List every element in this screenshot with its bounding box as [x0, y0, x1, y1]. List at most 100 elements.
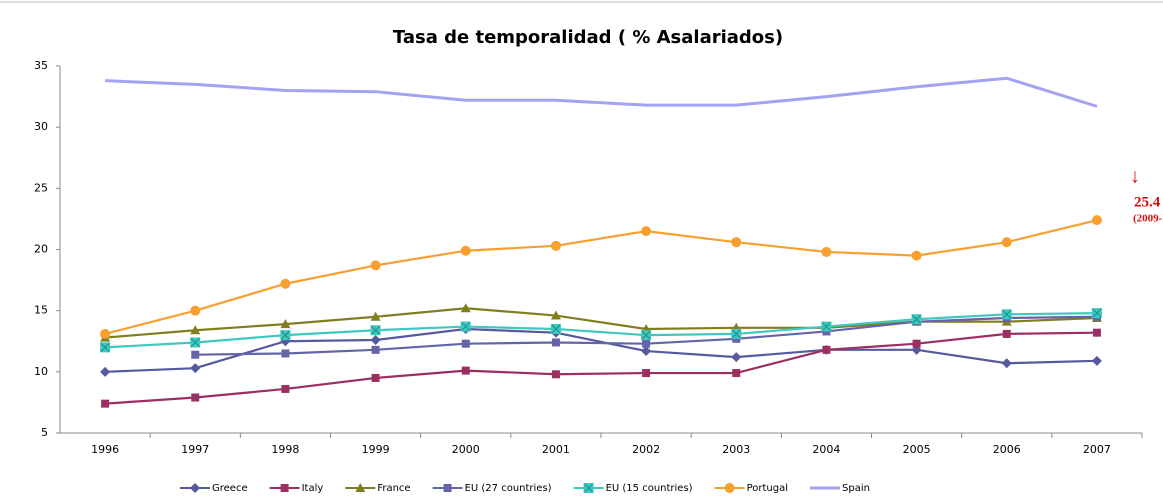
- point: [280, 319, 291, 329]
- y-tick-label: 10: [34, 365, 48, 378]
- x-tick-label: 2001: [542, 443, 570, 456]
- x-tick-label: 2005: [903, 443, 931, 456]
- point: [370, 260, 381, 271]
- series-line: [104, 219, 1098, 335]
- point: [191, 350, 200, 359]
- marker-cross: [731, 329, 741, 339]
- marker-cross: [551, 324, 561, 334]
- x-tick-label: 2004: [812, 443, 840, 456]
- point: [731, 328, 742, 339]
- point: [731, 237, 742, 248]
- point: [822, 345, 831, 354]
- point: [731, 352, 742, 363]
- x-tick-label: 2006: [993, 443, 1021, 456]
- series-line: [105, 331, 1097, 405]
- legend-label: Greece: [212, 483, 248, 494]
- point: [732, 369, 741, 378]
- point: [460, 321, 471, 332]
- y-tick-label: 20: [34, 243, 48, 256]
- point: [642, 369, 651, 378]
- point: [1001, 309, 1012, 320]
- x-tick-label: 2000: [452, 443, 480, 456]
- annotation-value: 25.4: [1134, 194, 1161, 210]
- point: [1092, 328, 1101, 337]
- y-tick-label: 5: [41, 426, 48, 439]
- marker-cross: [461, 322, 471, 331]
- point: [460, 303, 471, 313]
- point: [911, 314, 922, 325]
- point: [911, 250, 922, 261]
- point: [550, 310, 561, 320]
- legend-label: France: [377, 483, 410, 494]
- x-tick-label: 2003: [722, 443, 750, 456]
- marker-cross: [1002, 309, 1012, 319]
- point: [281, 349, 290, 358]
- legend-label: EU (15 countries): [606, 483, 693, 494]
- series-line: [105, 312, 1097, 349]
- point: [100, 328, 111, 339]
- point: [101, 399, 110, 408]
- point: [641, 330, 652, 341]
- point: [371, 373, 380, 382]
- point: [1091, 308, 1102, 319]
- y-tick-label: 30: [34, 120, 48, 133]
- point: [1001, 237, 1012, 248]
- annotation-period: (2009-I: [1133, 213, 1163, 225]
- point: [641, 226, 652, 237]
- point: [1091, 215, 1102, 226]
- point: [190, 325, 201, 335]
- x-tick-label: 1996: [91, 443, 119, 456]
- legend-label: Italy: [302, 483, 324, 494]
- point: [461, 366, 470, 375]
- marker-cross: [1092, 308, 1102, 318]
- point: [641, 346, 652, 357]
- point: [642, 339, 651, 348]
- point: [190, 305, 201, 316]
- marker-cross: [281, 330, 290, 340]
- point: [371, 345, 380, 354]
- legend-label: Spain: [842, 483, 870, 494]
- point: [280, 330, 291, 341]
- x-tick-label: 1998: [271, 443, 299, 456]
- point: [461, 339, 470, 348]
- x-tick-label: 1997: [181, 443, 209, 456]
- marker-cross: [822, 322, 831, 331]
- annotation-arrow: ↓: [1130, 166, 1140, 188]
- y-tick-label: 15: [34, 304, 48, 317]
- legend-marker: [724, 483, 735, 493]
- y-tick-label: 35: [34, 59, 48, 72]
- series-line: [105, 76, 1098, 108]
- legend-marker: [355, 483, 366, 492]
- point: [370, 335, 381, 346]
- y-tick-label: 25: [34, 181, 48, 194]
- legend-marker: [190, 483, 200, 493]
- point: [100, 342, 111, 353]
- legend-label: EU (27 countries): [465, 483, 552, 494]
- marker-cross: [190, 338, 200, 347]
- point: [821, 321, 832, 332]
- point: [370, 311, 381, 321]
- legend-marker: [280, 484, 289, 492]
- series-line: [105, 327, 1097, 373]
- point: [821, 246, 832, 257]
- point: [551, 338, 560, 347]
- legend-marker: [583, 483, 594, 493]
- point: [190, 363, 201, 374]
- point: [1001, 358, 1012, 369]
- point: [1002, 329, 1011, 338]
- marker-cross: [641, 330, 651, 340]
- point: [370, 325, 381, 336]
- point: [100, 366, 111, 377]
- point: [912, 339, 921, 348]
- point: [460, 245, 471, 256]
- chart-title: Tasa de temporalidad ( % Asalariados): [393, 27, 783, 48]
- point: [280, 278, 291, 289]
- legend-label: Portugal: [747, 483, 788, 494]
- point: [191, 393, 200, 402]
- point: [190, 337, 201, 348]
- point: [551, 370, 560, 379]
- point: [1091, 355, 1102, 366]
- marker-cross: [912, 314, 921, 324]
- legend-marker: [443, 484, 452, 492]
